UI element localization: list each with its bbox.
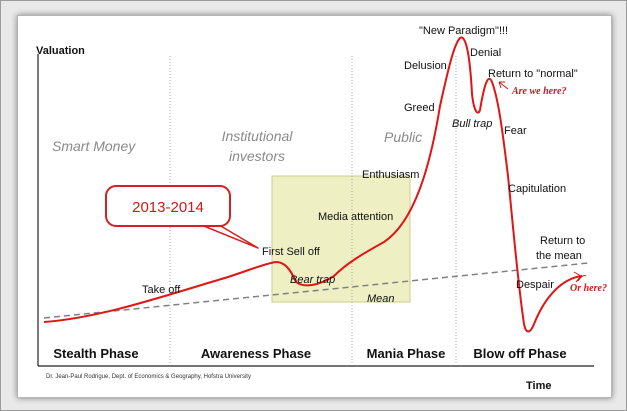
label-capitulation: Capitulation (508, 183, 566, 195)
callout-text: 2013-2014 (132, 199, 204, 216)
label-bear-trap: Bear trap (290, 274, 335, 286)
are-we-here-arrow (498, 81, 509, 90)
note-or-here: Or here? (570, 283, 607, 294)
phase-name-awareness: Awareness Phase (201, 346, 311, 361)
y-axis-label: Valuation (36, 45, 85, 57)
phase-title-public: Public (384, 129, 422, 145)
credit-line: Dr. Jean-Paul Rodrigue, Dept. of Economi… (46, 374, 251, 380)
or-here-arrow (573, 271, 587, 283)
label-media-attention: Media attention (318, 211, 393, 223)
bubble-stages-diagram: Smart Money Institutional investors Publ… (36, 25, 607, 392)
callout-box (105, 185, 231, 227)
label-return-to-normal: Return to "normal" (488, 68, 578, 80)
label-delusion: Delusion (404, 60, 447, 72)
label-mean: Mean (367, 293, 395, 305)
x-axis-label: Time (526, 380, 551, 392)
callout-pointer-cover (196, 221, 214, 225)
label-return-to-mean-2: the mean (536, 250, 582, 262)
phase-name-mania: Mania Phase (367, 346, 446, 361)
label-denial: Denial (470, 47, 501, 59)
phase-title-investors: investors (229, 148, 285, 164)
note-are-we-here: Are we here? (511, 86, 566, 97)
label-new-paradigm: "New Paradigm"!!! (419, 25, 508, 37)
phase-name-blow-off: Blow off Phase (473, 346, 566, 361)
phase-title-smart-money: Smart Money (52, 138, 136, 154)
mean-line (43, 262, 589, 319)
label-first-sell-off: First Sell off (262, 246, 321, 258)
diagram-panel: Smart Money Institutional investors Publ… (17, 15, 612, 398)
phase-title-institutional: Institutional (222, 128, 294, 144)
label-bull-trap: Bull trap (452, 118, 492, 130)
label-take-off: Take off (142, 284, 181, 296)
label-return-to-mean-1: Return to (540, 235, 585, 247)
label-despair: Despair (516, 279, 554, 291)
label-enthusiasm: Enthusiasm (362, 169, 419, 181)
label-fear: Fear (504, 125, 527, 137)
bubble-curve (43, 36, 583, 333)
label-greed: Greed (404, 102, 435, 114)
phase-name-stealth: Stealth Phase (53, 346, 138, 361)
